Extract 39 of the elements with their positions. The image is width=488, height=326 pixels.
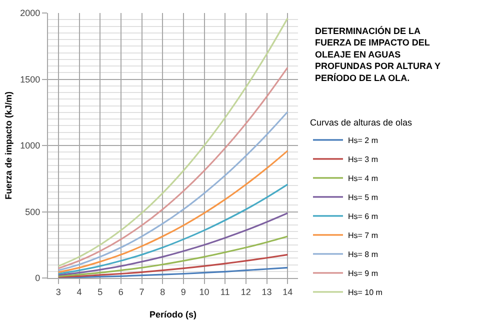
- legend-label: Hs= 4 m: [348, 174, 378, 184]
- line-series: [58, 18, 288, 267]
- legend-label: Hs= 8 m: [348, 250, 378, 260]
- y-axis-title: Fuerza de impacto (kJ/m): [4, 91, 14, 200]
- y-tick-label: 2000: [20, 8, 40, 18]
- line-series: [58, 266, 288, 278]
- text: DETERMINACIÓN DE LA FUERZA DE IMPACTO DEL OLEAJE EN AGUAS PROFUNDAS POR ALTURA Y PERÍODO DE LA OLA.: [315, 26, 441, 83]
- line-series: [58, 212, 288, 276]
- legend-label: Hs= 10 m: [348, 288, 383, 298]
- x-tick-label: 7: [139, 286, 144, 297]
- legend-title: Curvas de alturas de olas: [310, 117, 413, 128]
- line-series: [58, 254, 288, 278]
- legend-label: Hs= 3 m: [348, 155, 378, 164]
- y-tick-label: 1000: [20, 140, 40, 151]
- x-axis-title: Período (s): [149, 310, 197, 320]
- x-tick-label: 13: [262, 286, 272, 297]
- x-tick-label: 14: [282, 286, 293, 297]
- x-tick-label: 4: [76, 286, 82, 297]
- y-tick-label: 500: [25, 206, 40, 217]
- line-series: [58, 184, 288, 275]
- x-tick-label: 11: [220, 286, 230, 297]
- line-series: [58, 236, 288, 277]
- line-series: [58, 111, 288, 272]
- legend-label: Hs= 9 m: [348, 269, 378, 278]
- x-tick-label: 9: [180, 286, 186, 297]
- legend-label: Hs= 7 m: [348, 231, 378, 240]
- x-tick-label: 3: [56, 286, 61, 297]
- legend-label: Hs= 5 m: [348, 193, 378, 202]
- line-series: [58, 150, 288, 273]
- legend-label: Hs= 6 m: [348, 212, 378, 222]
- x-tick-label: 8: [160, 286, 166, 297]
- y-tick-label: 1500: [20, 74, 40, 84]
- y-tick-label: 0: [35, 273, 40, 284]
- x-tick-label: 12: [240, 286, 251, 297]
- legend-label: Hs= 2 m: [348, 136, 378, 146]
- line-series: [58, 66, 288, 270]
- x-tick-label: 5: [98, 286, 103, 297]
- x-tick-label: 10: [199, 286, 210, 297]
- x-tick-label: 6: [118, 286, 124, 297]
